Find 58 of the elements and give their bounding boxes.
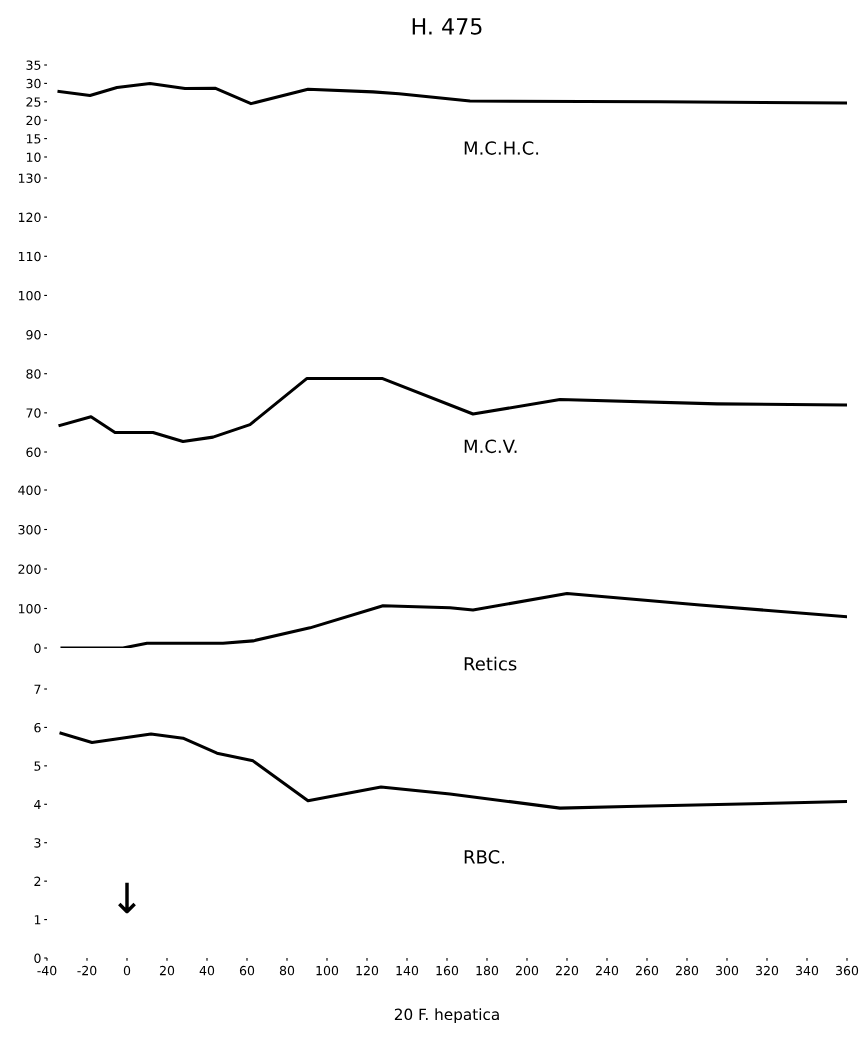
y-tick-label: 100 — [18, 290, 41, 301]
annotation: ↓ — [118, 882, 136, 914]
x-tick-label: 120 — [356, 965, 379, 976]
text: RBC. — [464, 850, 505, 864]
y-tick-label: 1 — [34, 915, 41, 925]
x-tick-label: -40 — [37, 965, 57, 976]
x-tick-label: 100 — [316, 965, 339, 976]
line-series — [59, 731, 847, 810]
y-tick-label: 6 — [34, 722, 41, 733]
y-tick-label: 130 — [18, 173, 41, 183]
x-tick-label: 160 — [436, 965, 459, 976]
y-tick-label: 5 — [34, 761, 41, 771]
y-tick-label: 100 — [18, 603, 41, 614]
y-tick-label: 2 — [34, 876, 41, 886]
y-tick-label: 20 — [26, 115, 41, 126]
x-tick-label: 80 — [279, 965, 295, 976]
y-tick-label: 300 — [18, 524, 41, 535]
x-tick-label: 340 — [796, 965, 819, 976]
series-label: M.C.V. — [464, 439, 517, 454]
text: Retics — [464, 656, 517, 671]
y-tick-label: 200 — [18, 564, 41, 574]
x-tick-label: 320 — [756, 965, 779, 976]
line-series — [57, 81, 847, 106]
y-tick-label: 35 — [26, 60, 41, 70]
chart-title: H. 475 — [412, 18, 482, 35]
x-tick-label: 20 — [159, 965, 175, 976]
y-tick-label: 120 — [18, 212, 41, 223]
y-tick-label: 70 — [26, 408, 41, 418]
text: M.C.H.C. — [464, 141, 539, 155]
x-tick-label: -20 — [77, 965, 97, 976]
y-tick-label: 4 — [34, 799, 41, 810]
y-tick-label: 15 — [26, 134, 41, 144]
y-tick-label: 90 — [26, 330, 41, 340]
y-tick-label: 0 — [34, 643, 41, 653]
x-tick-label: 220 — [555, 965, 579, 976]
x-tick-label: 200 — [515, 965, 539, 976]
y-tick-label: 10 — [26, 152, 41, 162]
y-tick-label: 3 — [34, 838, 41, 848]
line-series — [60, 591, 847, 648]
x-tick-label: 260 — [635, 965, 659, 976]
x-tick-label: 140 — [396, 965, 419, 976]
x-tick-label: 0 — [123, 965, 131, 976]
y-tick-label: 400 — [18, 485, 41, 495]
x-tick-label: 60 — [239, 965, 255, 976]
y-tick-label: 30 — [26, 78, 41, 89]
x-tick-label: 180 — [476, 965, 499, 976]
y-tick-label: 110 — [18, 251, 41, 262]
y-tick-label: 0 — [34, 953, 41, 963]
x-tick-label: 280 — [675, 965, 699, 976]
y-tick-label: 25 — [26, 97, 41, 107]
x-axis-title: 20 F. hepatica — [394, 1008, 499, 1024]
x-tick-label: 240 — [595, 965, 619, 976]
x-tick-label: 40 — [199, 965, 215, 976]
y-tick-label: 7 — [34, 684, 41, 694]
x-tick-label: 360 — [836, 965, 859, 976]
x-tick-label: 300 — [716, 965, 739, 976]
y-tick-label: 60 — [26, 447, 41, 457]
y-tick-label: 80 — [26, 369, 41, 379]
